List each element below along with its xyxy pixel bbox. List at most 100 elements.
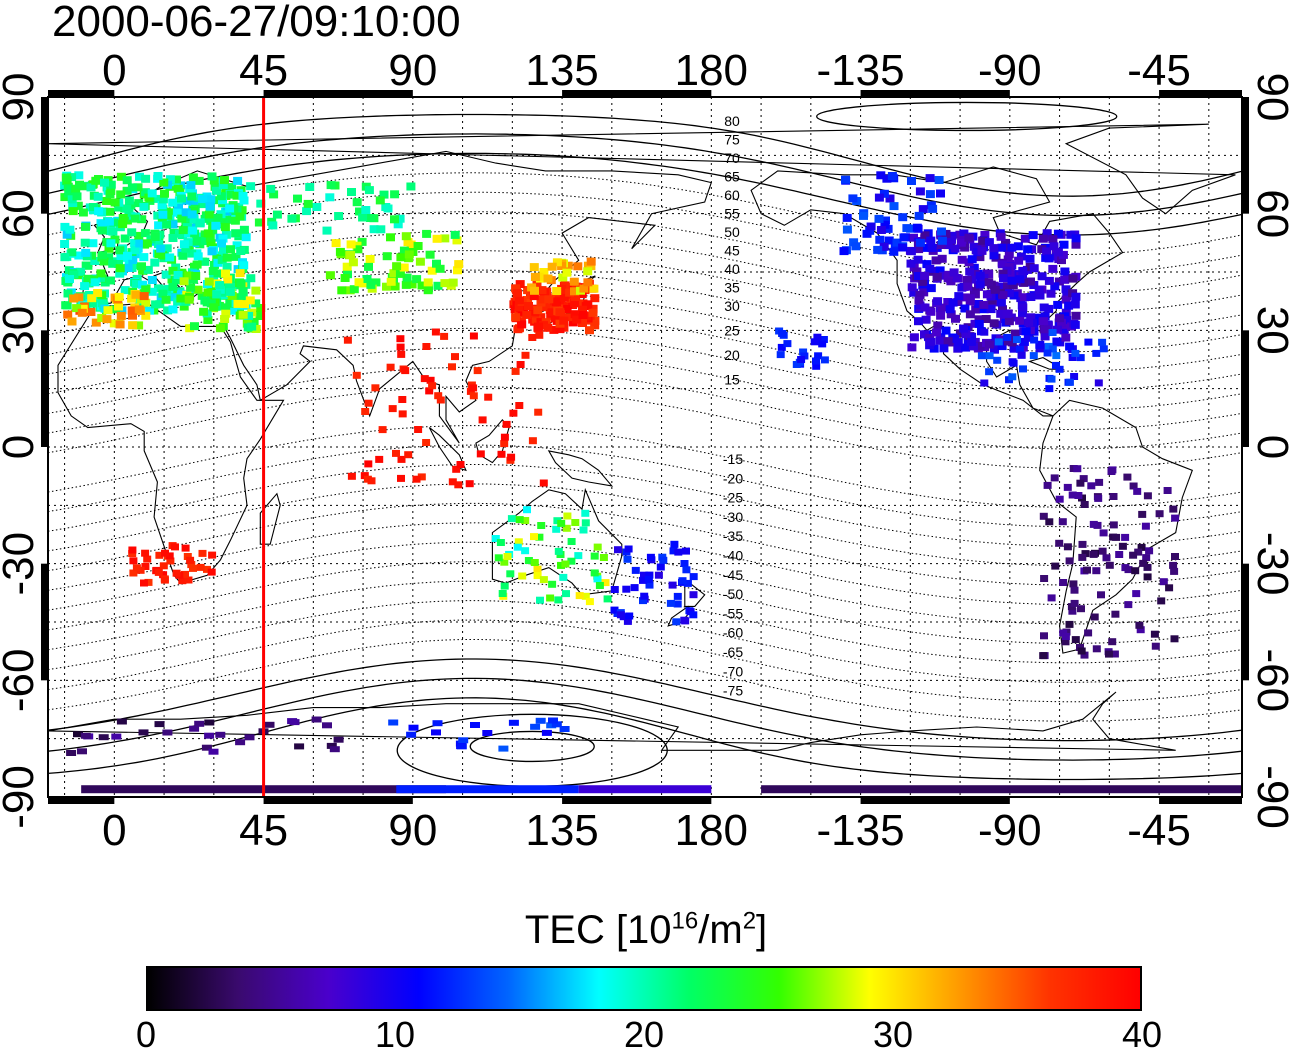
tec-point <box>944 270 954 279</box>
tec-point <box>484 393 493 401</box>
tec-point <box>539 268 549 276</box>
tec-point <box>366 280 376 289</box>
tec-point <box>1010 329 1020 338</box>
tec-point <box>173 271 183 279</box>
tec-point <box>967 332 977 341</box>
tec-point <box>426 376 435 384</box>
tec-point <box>569 277 579 286</box>
tec-point <box>953 338 963 347</box>
tec-point <box>434 392 443 400</box>
tec-point <box>322 722 332 729</box>
left-axis-bar <box>41 97 48 214</box>
tec-point <box>936 189 945 198</box>
tec-point <box>1034 286 1044 295</box>
tec-point <box>1060 267 1070 276</box>
contour-label: 50 <box>724 224 740 240</box>
tec-point <box>943 241 953 250</box>
tec-point <box>220 315 230 323</box>
tec-point <box>151 194 161 203</box>
tec-point <box>194 176 204 185</box>
tec-point <box>183 553 192 560</box>
tec-point <box>238 310 248 319</box>
tec-point <box>249 318 259 326</box>
magnetic-contour <box>48 522 1242 605</box>
tec-point <box>340 274 350 282</box>
tec-point <box>134 305 144 314</box>
tec-point <box>1018 309 1027 318</box>
tec-point <box>77 308 87 317</box>
tec-point <box>209 176 219 185</box>
tec-point <box>476 450 485 458</box>
tec-point <box>195 219 205 228</box>
tec-point <box>200 257 210 266</box>
tec-point <box>570 287 579 296</box>
tec-point <box>1076 354 1085 362</box>
tec-point <box>998 305 1007 314</box>
tec-point <box>90 257 100 265</box>
tec-point <box>610 586 619 593</box>
tec-point <box>105 276 115 285</box>
tec-point <box>1094 379 1103 387</box>
tec-point <box>528 437 537 445</box>
tec-point <box>382 252 392 261</box>
contour-label: -25 <box>723 490 743 506</box>
tec-point <box>238 287 248 296</box>
tec-point <box>432 259 441 268</box>
tec-point <box>680 560 689 567</box>
tec-point <box>524 302 533 310</box>
tec-point <box>585 598 594 606</box>
tec-point <box>160 576 169 584</box>
tec-point <box>640 571 648 579</box>
tec-point <box>390 190 400 199</box>
tec-point <box>269 190 279 199</box>
tec-point <box>102 197 112 205</box>
tec-point <box>937 227 946 236</box>
tec-point <box>160 189 169 198</box>
tec-point <box>232 241 242 250</box>
tec-point <box>102 315 112 324</box>
left-axis-bar <box>41 563 48 681</box>
tec-point <box>1062 273 1072 282</box>
tec-point <box>570 299 580 307</box>
tec-point <box>448 278 458 287</box>
tec-point <box>1042 247 1052 256</box>
tec-point <box>215 731 226 738</box>
tec-point <box>876 171 886 180</box>
tec-point <box>141 285 151 294</box>
tec-point <box>130 246 140 255</box>
tec-point <box>97 314 107 322</box>
tec-point <box>952 274 962 282</box>
tec-point <box>548 580 557 588</box>
tec-point <box>913 255 923 264</box>
tec-point <box>590 552 599 560</box>
tec-point <box>839 247 849 256</box>
tec-point <box>116 172 126 181</box>
tec-point <box>899 233 909 242</box>
tec-point <box>127 183 137 192</box>
tec-point <box>115 269 125 278</box>
tec-point <box>515 280 525 289</box>
tec-point <box>1087 482 1096 490</box>
tec-point <box>1002 309 1012 318</box>
tec-point <box>181 244 191 253</box>
tec-point <box>1053 229 1063 238</box>
tec-point <box>682 547 690 555</box>
tec-point <box>673 600 682 608</box>
tec-point <box>543 274 553 283</box>
top-axis-bar <box>48 90 115 97</box>
tec-point <box>547 262 557 271</box>
tec-point <box>955 329 965 338</box>
tec-point <box>454 260 464 269</box>
bottom-lon-tick-label: 180 <box>675 806 748 855</box>
tec-point <box>343 336 352 344</box>
tec-point <box>511 313 521 322</box>
tec-point <box>589 284 599 293</box>
tec-point <box>509 409 518 417</box>
contour-label: 55 <box>724 206 740 222</box>
tec-point <box>163 306 173 315</box>
tec-point <box>161 295 171 304</box>
tec-point <box>595 582 604 589</box>
tec-point <box>114 302 123 311</box>
tec-point <box>186 556 195 564</box>
tec-point <box>1129 482 1138 490</box>
